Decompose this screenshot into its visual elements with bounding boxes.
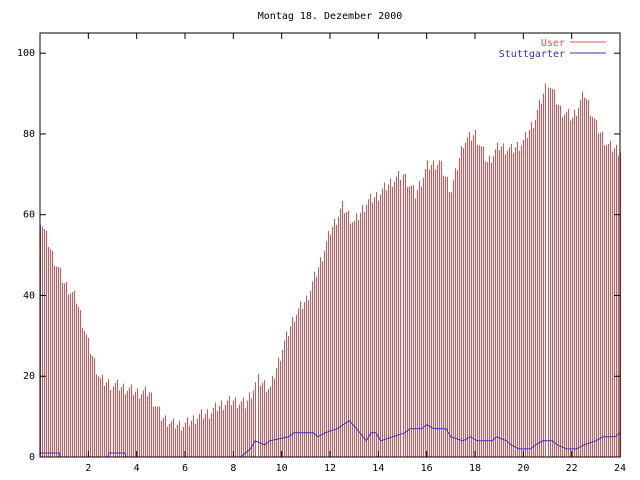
y-tick-label-60: 60 (23, 210, 35, 221)
y-tick-label-20: 20 (23, 371, 35, 382)
y-tick-label-0: 0 (29, 452, 35, 463)
legend-label-user: User (541, 38, 565, 49)
y-tick-label-100: 100 (17, 48, 35, 59)
x-tick-label-6: 6 (182, 463, 188, 474)
x-tick-label-22: 22 (566, 463, 578, 474)
stuttgarter-line (40, 420, 621, 458)
y-tick-label-80: 80 (23, 129, 35, 140)
x-tick-label-4: 4 (134, 463, 140, 474)
x-tick-label-2: 2 (85, 463, 91, 474)
x-tick-label-24: 24 (614, 463, 626, 474)
legend: User Stuttgarter (499, 38, 606, 60)
x-tick-label-18: 18 (469, 463, 481, 474)
stuttgarter-series (40, 420, 621, 458)
x-tick-label-16: 16 (421, 463, 433, 474)
x-tick-label-8: 8 (230, 463, 236, 474)
user-bars (40, 83, 621, 457)
x-tick-label-10: 10 (276, 463, 288, 474)
x-tick-label-12: 12 (324, 463, 336, 474)
x-tick-label-20: 20 (517, 463, 529, 474)
x-tick-label-14: 14 (372, 463, 384, 474)
chart-title: Montag 18. Dezember 2000 (258, 11, 403, 22)
plot-frame (39, 32, 621, 458)
y-tick-label-40: 40 (23, 290, 35, 301)
legend-label-stuttgarter: Stuttgarter (499, 49, 565, 60)
